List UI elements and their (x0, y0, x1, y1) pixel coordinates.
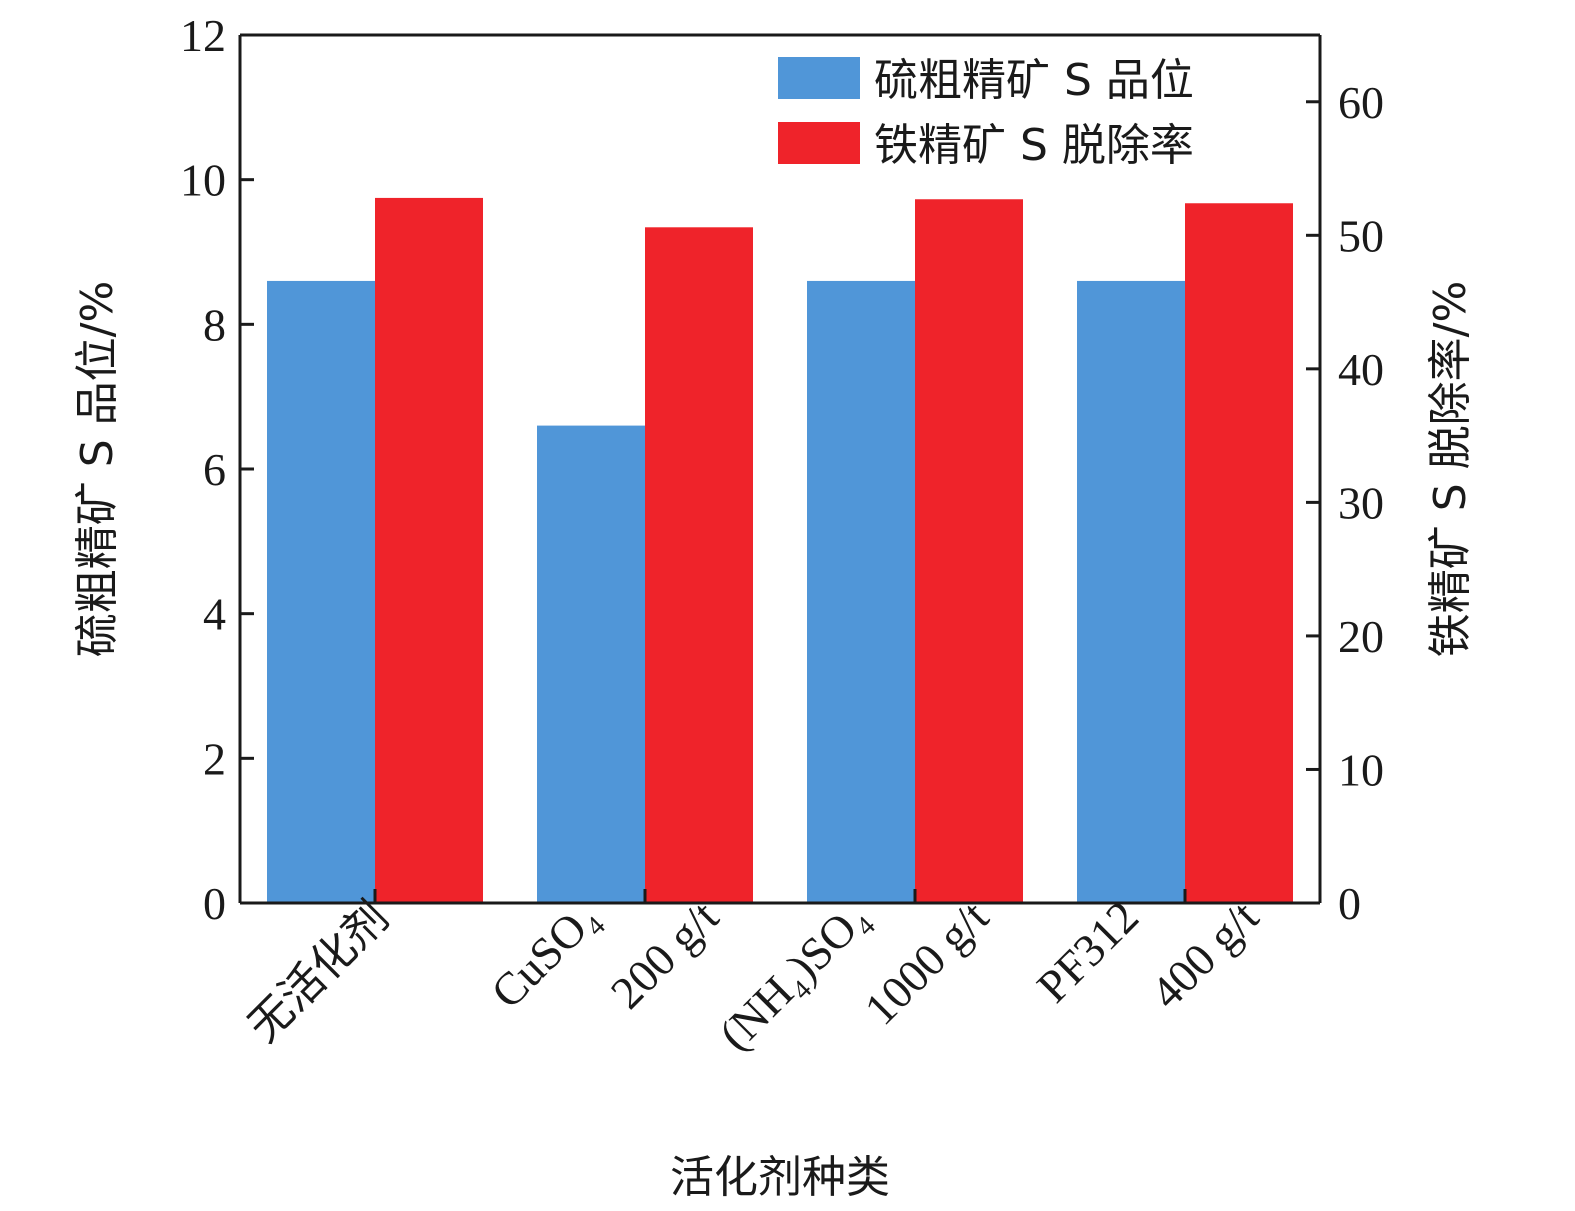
legend-swatch-sulfur-removal (778, 122, 860, 164)
legend-swatch-sulfur-grade (778, 57, 860, 99)
right-ticks-group: 0 10 20 30 40 50 60 (1306, 77, 1384, 929)
y-axis-right-title: 铁精矿 S 脱除率/% (1425, 281, 1476, 658)
category-label-1-1: 200 g/t (601, 891, 728, 1018)
category-label-2-0: (NH₄)SO₄ (709, 891, 878, 1060)
bar-sulfur-grade-0 (267, 280, 375, 903)
bar-sulfur-grade-3 (1077, 280, 1185, 903)
category-label-3-0: PF312 (1027, 891, 1148, 1012)
left-tick-label-6: 6 (203, 444, 226, 495)
right-tick-label-0: 0 (1338, 878, 1361, 929)
bar-sulfur-removal-0 (375, 197, 483, 903)
legend-label-sulfur-grade: 硫粗精矿 S 品位 (874, 55, 1194, 106)
left-tick-label-0: 0 (203, 878, 226, 929)
right-tick-label-10: 10 (1338, 744, 1384, 795)
right-tick-label-60: 60 (1338, 77, 1384, 128)
x-ticks-group (373, 889, 1187, 903)
x-axis-title: 活化剂种类 (670, 1152, 890, 1203)
bar-sulfur-removal-1 (645, 227, 753, 903)
bar-sulfur-grade-1 (537, 425, 645, 903)
right-tick-label-50: 50 (1338, 210, 1384, 261)
category-label-3-1: 400 g/t (1141, 891, 1268, 1018)
y-axis-left-title: 硫粗精矿 S 品位/% (72, 281, 123, 658)
bars-group (267, 197, 1293, 903)
category-label-1-0: CuSO₄ (481, 891, 608, 1018)
left-tick-label-8: 8 (203, 299, 226, 350)
category-label-0-0: 无活化剂 (238, 892, 399, 1053)
left-tick-label-12: 12 (180, 10, 226, 61)
legend-label-sulfur-removal: 铁精矿 S 脱除率 (874, 120, 1194, 171)
legend: 硫粗精矿 S 品位 铁精矿 S 脱除率 (778, 55, 1194, 171)
right-tick-label-40: 40 (1338, 344, 1384, 395)
bar-sulfur-grade-2 (807, 280, 915, 903)
bar-sulfur-removal-3 (1185, 203, 1293, 903)
right-tick-label-20: 20 (1338, 611, 1384, 662)
right-tick-label-30: 30 (1338, 477, 1384, 528)
category-label-2-1: 1000 g/t (854, 891, 998, 1035)
left-ticks-group: 0 2 4 6 8 10 12 (180, 10, 254, 929)
left-tick-label-2: 2 (203, 733, 226, 784)
left-tick-label-10: 10 (180, 155, 226, 206)
bar-sulfur-removal-2 (915, 199, 1023, 903)
left-tick-label-4: 4 (203, 589, 226, 640)
